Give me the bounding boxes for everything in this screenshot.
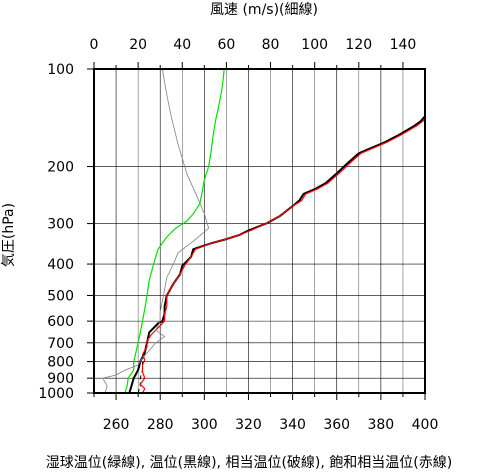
tick-label-bottom: 340 — [279, 417, 306, 433]
tick-label-top: 100 — [301, 37, 328, 53]
tick-label-top: 40 — [173, 37, 191, 53]
tick-label-bottom: 400 — [412, 417, 439, 433]
tick-label-bottom: 380 — [367, 417, 394, 433]
tick-label-left: 900 — [47, 371, 74, 387]
tick-label-bottom: 300 — [191, 417, 218, 433]
tick-marks — [87, 62, 426, 400]
tick-label-bottom: 360 — [323, 417, 350, 433]
tick-label-top: 120 — [345, 37, 372, 53]
tick-label-left: 600 — [47, 314, 74, 330]
tick-label-left: 800 — [47, 355, 74, 371]
tick-label-top: 60 — [217, 37, 235, 53]
tick-label-top: 0 — [90, 37, 99, 53]
tick-labels: 260 280 300 320 340 360 380 400 0 20 40 60 80 100 120 1… — [38, 37, 438, 433]
tick-label-top: 80 — [262, 37, 280, 53]
tick-label-left: 200 — [47, 160, 74, 176]
tick-label-left: 500 — [47, 288, 74, 304]
tick-label-top: 20 — [129, 37, 147, 53]
tick-label-bottom: 260 — [103, 417, 130, 433]
tick-label-left: 700 — [47, 336, 74, 352]
plot-frame — [93, 68, 426, 394]
tick-label-bottom: 320 — [235, 417, 262, 433]
tick-label-top: 140 — [390, 37, 417, 53]
tick-label-left: 1000 — [38, 386, 74, 402]
series-lines — [102, 68, 426, 394]
top-axis-title: 風速 (m/s)(細線) — [210, 2, 318, 18]
series-line-5 — [102, 68, 210, 394]
series-line-3 — [137, 115, 426, 394]
bottom-axis-title: 湿球温位(緑線), 温位(黒線), 相当温位(破線), 飽和相当温位(赤線) — [46, 454, 452, 471]
series-line-1 — [124, 68, 225, 394]
tick-label-bottom: 280 — [147, 417, 174, 433]
tick-label-left: 300 — [47, 217, 74, 233]
tick-label-left: 400 — [47, 257, 74, 273]
tick-label-left: 100 — [47, 62, 74, 78]
series-line-4 — [139, 117, 426, 394]
y-axis-title: 気圧(hPa) — [1, 203, 17, 267]
grid-lines — [93, 68, 426, 394]
